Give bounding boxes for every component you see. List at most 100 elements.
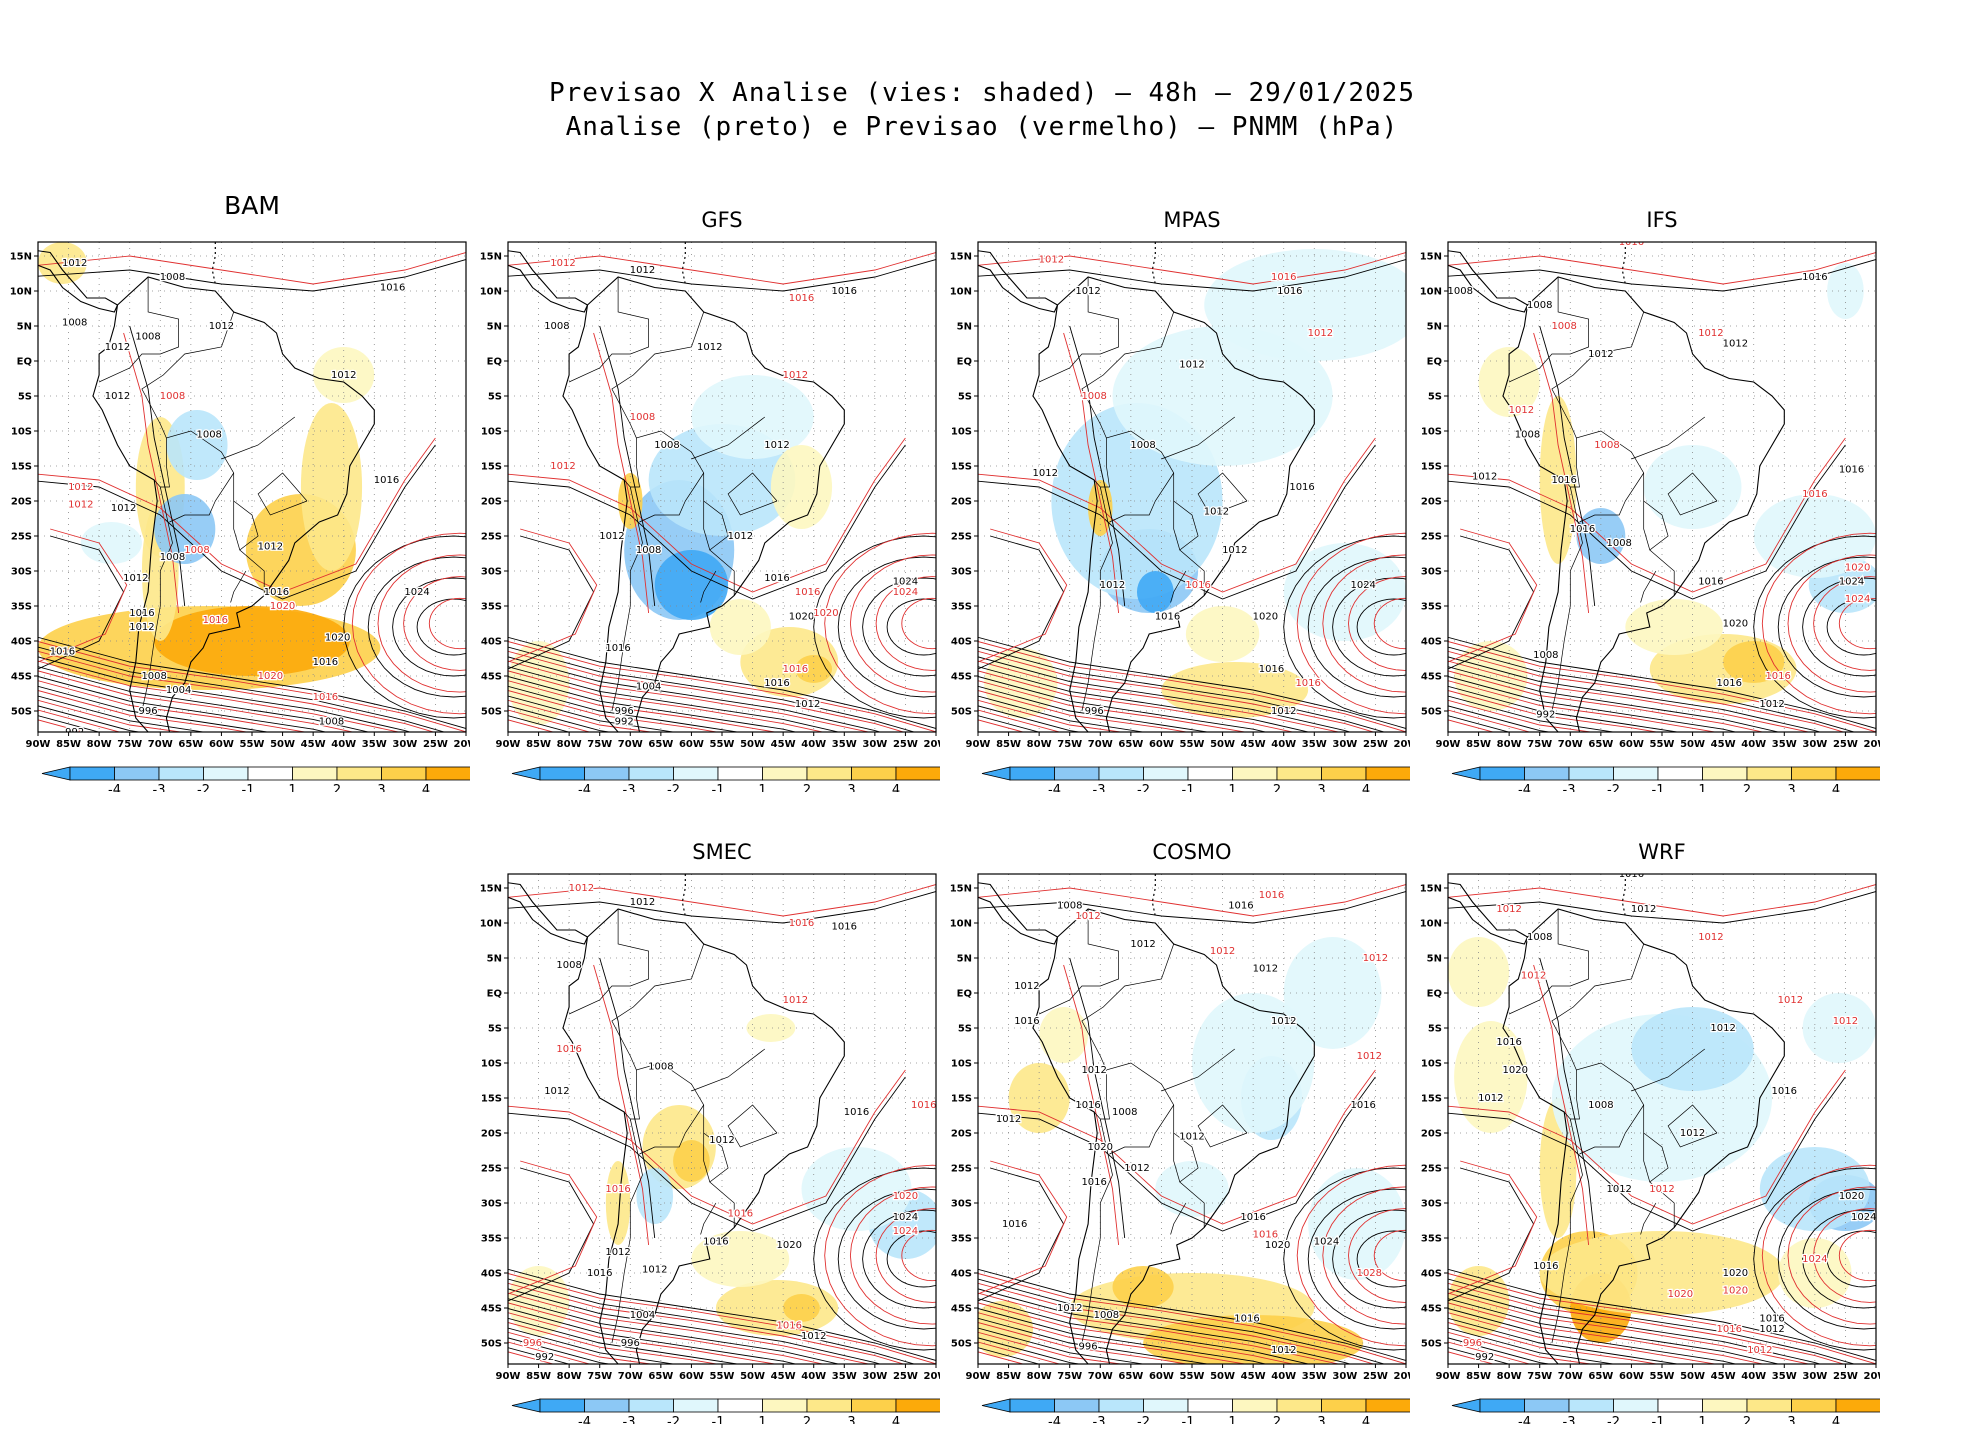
country-border (1631, 1048, 1706, 1092)
isobar-label: 1016 (1533, 1261, 1558, 1272)
isobar-label: 1008 (196, 430, 221, 441)
x-tick-label: 60W (1149, 739, 1174, 750)
isobar-label: 996 (523, 1338, 542, 1349)
forecast-isobar (38, 660, 401, 732)
y-tick-label: 25S (1421, 532, 1442, 543)
panel-title: WRF (1638, 840, 1685, 864)
analysis-isobar (1448, 1278, 1856, 1364)
forecast-isobar (508, 699, 654, 732)
analysis-isobar (508, 1278, 916, 1364)
y-tick-label: 15S (11, 462, 32, 473)
y-tick-label: 25S (481, 532, 502, 543)
isobar-label: 1024 (404, 587, 429, 598)
analysis-isobar (978, 259, 1406, 292)
colorbar-label: -4 (578, 783, 591, 792)
forecast-isobar (978, 252, 1406, 285)
country-border (1197, 1104, 1248, 1148)
isobar-label: 1016 (1295, 678, 1320, 689)
colorbar-left-arrow (1451, 1398, 1481, 1413)
isobar-label: 1024 (1845, 594, 1870, 605)
y-tick-label: 20S (481, 1129, 502, 1140)
analysis-isobar (508, 891, 936, 924)
x-tick-label: 70W (1088, 739, 1113, 750)
colorbar-segment (539, 766, 585, 781)
forecast-isobar (508, 650, 905, 732)
country-border (1173, 501, 1181, 551)
y-tick-label: 20S (951, 1129, 972, 1140)
forecast-isobar (978, 1322, 1190, 1364)
y-tick-label: 30S (951, 1199, 972, 1210)
isobar-label: 1016 (1496, 1037, 1521, 1048)
colorbar-left-arrow (981, 1398, 1011, 1413)
country-border (1038, 277, 1119, 383)
analysis-isobar (978, 705, 1082, 732)
country-border (1173, 1133, 1181, 1183)
isobar-label: 1020 (1845, 563, 1870, 574)
isobar-label: 1020 (258, 671, 283, 682)
colorbar-label: -1 (1182, 1415, 1195, 1424)
forecast-isobar (1838, 597, 1876, 650)
x-tick-label: 55W (1650, 739, 1675, 750)
bias-shade (1448, 937, 1510, 1007)
island-chain (681, 242, 686, 285)
forecast-isobar (875, 576, 936, 671)
analysis-isobar (978, 695, 1147, 732)
bias-shade (691, 375, 814, 459)
isobar-label: 1012 (1833, 1016, 1858, 1027)
isobar-label: 1016 (1759, 1314, 1784, 1325)
analysis-isobar (508, 685, 741, 732)
isobar-label: 1020 (1723, 619, 1748, 630)
forecast-isobar (1373, 1229, 1406, 1282)
isobar-label: 996 (1079, 1342, 1098, 1353)
y-tick-label: 15N (480, 884, 502, 895)
forecast-isobar (1448, 1341, 1532, 1364)
country-border (141, 486, 173, 712)
x-tick-label: 70W (618, 739, 643, 750)
forecast-isobar (1448, 650, 1845, 732)
y-tick-label: 40S (951, 1269, 972, 1280)
country-border (1579, 472, 1644, 523)
analysis-isobar (508, 1288, 882, 1364)
colorbar-label: 1 (288, 783, 296, 792)
colorbar-label: 4 (892, 783, 900, 792)
bias-shade (801, 1147, 912, 1231)
forecast-isobar (508, 528, 598, 663)
bias-shade (1308, 1168, 1406, 1280)
isobar-label: 992 (535, 1352, 554, 1363)
bias-shade (605, 1161, 631, 1245)
bias-shade (1643, 445, 1742, 529)
forecast-isobar (1448, 641, 1876, 732)
y-tick-label: 15N (1420, 252, 1442, 263)
isobar-label: 1008 (1551, 321, 1576, 332)
x-tick-label: 40W (1741, 1371, 1766, 1382)
isobar-label: 1012 (209, 321, 234, 332)
analysis-isobar (1448, 444, 1846, 600)
forecast-isobar (1813, 576, 1876, 671)
bias-shade (166, 410, 228, 480)
x-tick-label: 85W (526, 1371, 551, 1382)
isobar-label: 1012 (1308, 328, 1333, 339)
x-tick-label: 20W (1864, 1371, 1880, 1382)
forecast-isobar (38, 680, 308, 732)
country-border (1551, 1118, 1583, 1344)
isobar-label: 1012 (709, 1135, 734, 1146)
isobar-label: 1016 (1259, 890, 1284, 901)
forecast-isobar (508, 1322, 720, 1364)
country-border (691, 1048, 766, 1092)
isobar-label: 1012 (1698, 932, 1723, 943)
y-tick-label: 30S (951, 567, 972, 578)
colorbar-segment (1098, 1398, 1144, 1413)
isobar-label: 1012 (783, 370, 808, 381)
bias-shade (691, 1231, 790, 1287)
colorbar-segment (1613, 766, 1659, 781)
analysis-isobar (1448, 1337, 1552, 1364)
x-tick-label: 75W (587, 1371, 612, 1382)
x-tick-label: 45W (301, 739, 326, 750)
y-tick-label: 5S (1428, 392, 1442, 403)
forecast-isobar (508, 660, 871, 732)
country-border (1667, 472, 1718, 516)
country-border (141, 311, 265, 596)
isobar-label: 1024 (893, 1226, 918, 1237)
